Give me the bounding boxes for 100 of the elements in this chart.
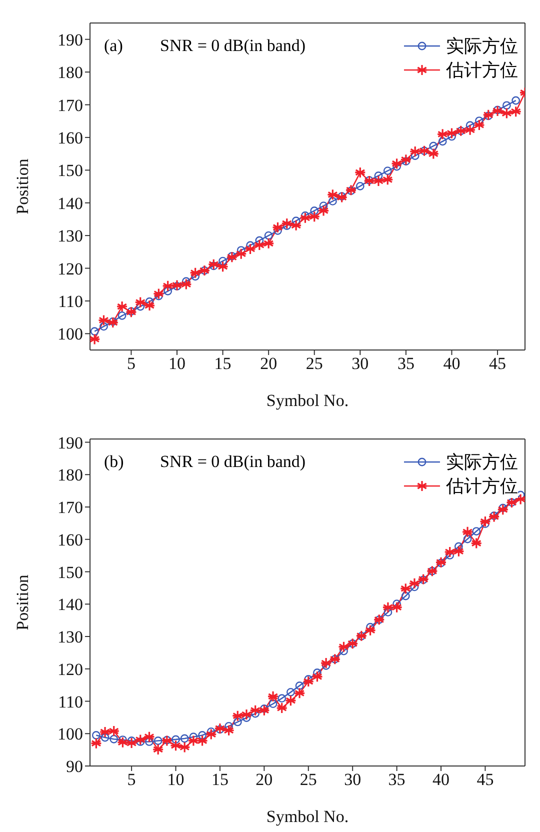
legend-label: 估计方位 (446, 475, 518, 498)
x-tick-label: 45 (489, 354, 506, 374)
x-tick-label: 40 (443, 354, 460, 374)
point (354, 166, 366, 178)
point (90, 327, 99, 336)
y-tick-label: 160 (58, 128, 83, 148)
y-tick-label: 120 (58, 259, 83, 278)
point (390, 158, 403, 170)
point (462, 526, 474, 538)
y-tick-label: 100 (58, 324, 83, 344)
x-tick-label: 25 (300, 770, 317, 790)
point (299, 212, 312, 224)
point (382, 602, 394, 614)
point (320, 657, 332, 669)
y-axis-title: Position (13, 574, 32, 630)
point (382, 174, 394, 186)
point (429, 142, 438, 150)
x-tick-label: 20 (260, 354, 278, 374)
point (281, 218, 293, 230)
y-tick-label: 130 (58, 628, 83, 647)
point (482, 109, 494, 121)
point (99, 726, 111, 738)
point (408, 578, 420, 590)
point (250, 704, 262, 716)
y-tick-label: 130 (58, 226, 83, 246)
y-tick-label: 180 (58, 63, 83, 82)
x-axis-title: Symbol No. (266, 391, 349, 410)
point (391, 602, 403, 614)
point (262, 238, 274, 250)
point (170, 740, 182, 752)
point (161, 734, 173, 747)
point (126, 737, 138, 749)
point (512, 96, 520, 105)
point (216, 725, 224, 734)
point (216, 260, 229, 272)
point (90, 333, 100, 346)
point (372, 175, 384, 187)
point (311, 670, 324, 682)
point (479, 516, 492, 528)
point (180, 278, 192, 290)
point (218, 256, 227, 266)
annotation: (b) (104, 452, 124, 472)
x-tick-label: 5 (127, 770, 136, 790)
point (428, 148, 440, 160)
y-tick-label: 140 (58, 595, 83, 614)
point (152, 744, 164, 756)
point (134, 296, 146, 308)
point (438, 137, 447, 146)
y-tick-label: 190 (58, 30, 83, 50)
point (278, 694, 286, 703)
y-tick-label: 120 (58, 660, 83, 679)
point (214, 722, 226, 734)
x-tick-label: 10 (168, 354, 186, 374)
point (205, 728, 217, 740)
point (454, 542, 463, 551)
y-tick-label: 100 (58, 724, 83, 744)
point (338, 641, 350, 653)
point (108, 725, 120, 737)
point (497, 504, 509, 516)
point (226, 251, 238, 263)
point (164, 286, 172, 296)
point (233, 718, 242, 726)
x-tick-label: 25 (306, 354, 323, 374)
x-tick-label: 35 (397, 354, 414, 374)
point (346, 186, 356, 195)
point (492, 105, 504, 117)
point (484, 112, 493, 120)
point (464, 124, 476, 136)
y-axis-title: Position (13, 158, 32, 214)
point (154, 736, 162, 745)
point (308, 210, 320, 222)
point (209, 262, 218, 270)
point (364, 175, 376, 187)
point (510, 106, 522, 118)
point (290, 220, 302, 232)
point (258, 704, 270, 716)
point (500, 107, 512, 120)
point (514, 493, 525, 506)
annotation: SNR = 0 dB(in band) (160, 452, 306, 472)
point (188, 734, 200, 747)
point (295, 682, 304, 690)
point (198, 731, 206, 740)
point (255, 236, 264, 245)
point (232, 710, 244, 722)
x-tick-label: 30 (344, 770, 362, 790)
point (446, 127, 458, 139)
point (400, 154, 412, 166)
point (452, 546, 464, 558)
y-tick-label: 170 (58, 498, 83, 518)
point (318, 204, 330, 216)
point (356, 182, 364, 190)
y-tick-label: 150 (58, 161, 83, 180)
point (196, 734, 208, 747)
point (145, 738, 154, 746)
point (336, 191, 348, 204)
y-tick-label: 90 (66, 757, 83, 776)
point (136, 738, 145, 746)
point (254, 239, 266, 251)
point (154, 292, 163, 300)
point (144, 300, 156, 312)
